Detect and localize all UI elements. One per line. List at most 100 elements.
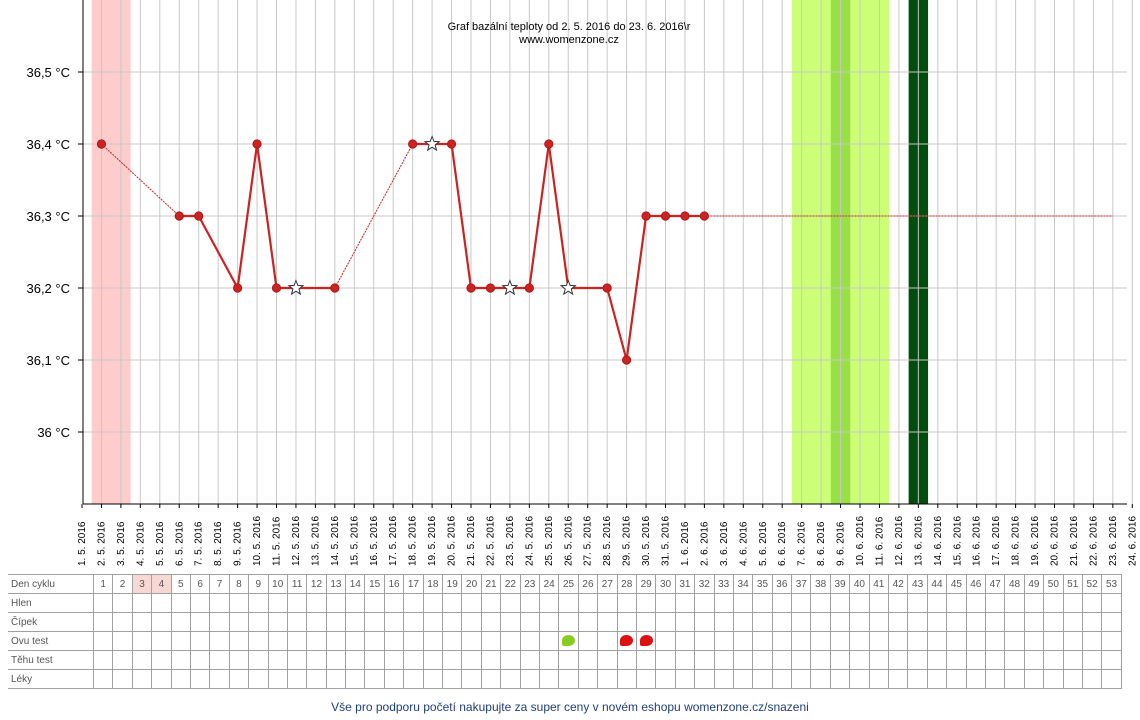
empty-cell [209,612,230,632]
x-tick-label: 3. 6. 2016 [719,521,730,566]
empty-cell [286,669,308,689]
y-tick-label: 36,2 °C [26,281,70,296]
x-tick-label: 13. 5. 2016 [310,516,321,566]
cycle-day-cell: 14 [345,574,366,594]
empty-cell [946,593,967,613]
cycle-day-cell: 33 [713,574,734,594]
empty-cell [189,669,211,689]
empty-cell [442,650,463,670]
empty-cell [364,631,385,651]
empty-cell [170,669,191,689]
cycle-day-cell: 5 [170,574,191,594]
cycle-day-cell: 40 [849,574,870,594]
x-tick-label: 5. 5. 2016 [155,521,166,566]
empty-cell [577,650,599,670]
empty-cell [810,650,831,670]
ovu-negative-icon [639,635,653,647]
x-tick-label: 12. 5. 2016 [291,516,302,566]
star-marker [501,279,519,296]
cycle-day-cell: 50 [1043,574,1064,594]
empty-cell [713,612,734,632]
x-tick-label: 31. 5. 2016 [661,516,672,566]
empty-cell [267,593,288,613]
empty-cell [829,593,851,613]
empty-cell [1062,631,1083,651]
empty-cell [1043,612,1064,632]
data-point [602,283,612,293]
empty-cell [713,650,734,670]
empty-cell [325,669,347,689]
cycle-day-cell: 30 [655,574,676,594]
empty-cell [713,669,734,689]
x-tick-label: 9. 5. 2016 [233,521,244,566]
empty-cell [228,631,250,651]
empty-cell [228,612,250,632]
table-row: Den cyklu 1 2 3 4 5 6 7 8 9 10 11 12 13 14 15 16 17 18 19 20… [8,574,1122,594]
empty-cell [616,669,637,689]
x-tick-label: 21. 6. 2016 [1069,516,1080,566]
data-point [194,211,204,221]
empty-cell [519,669,540,689]
empty-cell [286,650,308,670]
empty-cell [500,650,521,670]
ovu-test-cell [635,631,657,651]
cycle-day-cell: 8 [228,574,250,594]
cycle-day-cell: 25 [558,574,579,594]
x-tick-label: 18. 6. 2016 [1011,516,1022,566]
x-tick-label: 24. 5. 2016 [524,516,535,566]
empty-cell [1043,650,1064,670]
empty-cell [868,669,890,689]
empty-cell [92,593,114,613]
x-tick-label: 23. 6. 2016 [1108,516,1119,566]
empty-cell [558,612,579,632]
empty-cell [810,593,831,613]
empty-cell [422,650,444,670]
empty-cell [345,593,366,613]
series-segment [334,143,414,289]
empty-cell [694,631,715,651]
empty-cell [112,631,133,651]
empty-cell [461,593,482,613]
cycle-day-cell: 19 [442,574,463,594]
empty-cell [519,612,540,632]
empty-cell [946,631,967,651]
cycle-day-cell: 11 [286,574,308,594]
empty-cell [228,593,250,613]
cycle-day-cell: 39 [829,574,851,594]
empty-cell [926,612,948,632]
cycle-day-cell: 13 [325,574,347,594]
ovu-test-cell [558,631,579,651]
footer-link[interactable]: Vše pro podporu početí nakupujte za supe… [331,700,809,714]
empty-cell [267,612,288,632]
data-point [408,139,418,149]
empty-cell [267,669,288,689]
x-tick-label: 17. 5. 2016 [388,516,399,566]
empty-cell [926,593,948,613]
x-tick-label: 2. 6. 2016 [699,521,710,566]
empty-cell [655,593,676,613]
empty-cell [209,650,230,670]
series-segment [101,143,180,217]
x-tick-label: 22. 5. 2016 [485,516,496,566]
cycle-day-cell: 36 [771,574,793,594]
empty-cell [732,612,754,632]
empty-cell [364,650,385,670]
empty-cell [248,593,269,613]
x-tick-label: 15. 5. 2016 [349,516,360,566]
cycle-day-cell: 32 [694,574,715,594]
empty-cell [1101,631,1122,651]
empty-cell [1062,612,1083,632]
cycle-day-cell: 16 [383,574,405,594]
empty-cell [694,669,715,689]
empty-cell [907,593,928,613]
empty-cell [112,650,133,670]
empty-cell [480,631,502,651]
x-tick-label: 5. 6. 2016 [758,521,769,566]
empty-cell [907,612,928,632]
empty-cell [131,631,153,651]
empty-cell [228,650,250,670]
empty-cell [461,650,482,670]
empty-cell [694,612,715,632]
x-tick-label: 16. 5. 2016 [369,516,380,566]
empty-cell [965,669,986,689]
